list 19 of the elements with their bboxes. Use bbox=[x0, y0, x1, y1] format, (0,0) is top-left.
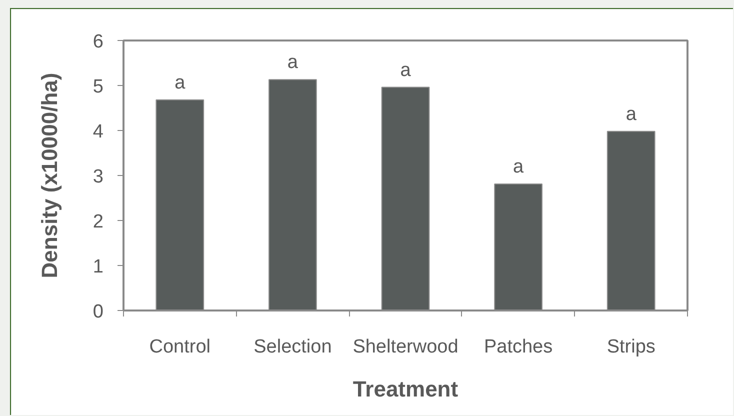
x-axis-title: Treatment bbox=[352, 376, 459, 402]
x-tick-label: Shelterwood bbox=[352, 336, 458, 358]
x-tick-label: Selection bbox=[254, 336, 332, 358]
annotation: a bbox=[400, 60, 412, 81]
x-tick-label: Strips bbox=[606, 336, 656, 358]
annotation: a bbox=[174, 72, 186, 94]
annotation: a bbox=[287, 52, 298, 74]
y-tick-label: 1 bbox=[92, 256, 104, 278]
annotation: a bbox=[626, 104, 637, 125]
x-tick-label: Control bbox=[149, 336, 211, 358]
y-tick-label: 4 bbox=[92, 122, 104, 142]
y-tick-label: 6 bbox=[92, 32, 104, 52]
y-tick-label: 0 bbox=[92, 302, 104, 322]
y-axis-title: Density (x10000/ha) bbox=[36, 72, 62, 278]
y-tick-label: 3 bbox=[92, 166, 104, 188]
x-tick-label: Patches bbox=[484, 336, 553, 358]
y-tick-label: 5 bbox=[92, 76, 104, 98]
annotation: a bbox=[513, 156, 524, 178]
y-tick-label: 2 bbox=[92, 212, 104, 232]
